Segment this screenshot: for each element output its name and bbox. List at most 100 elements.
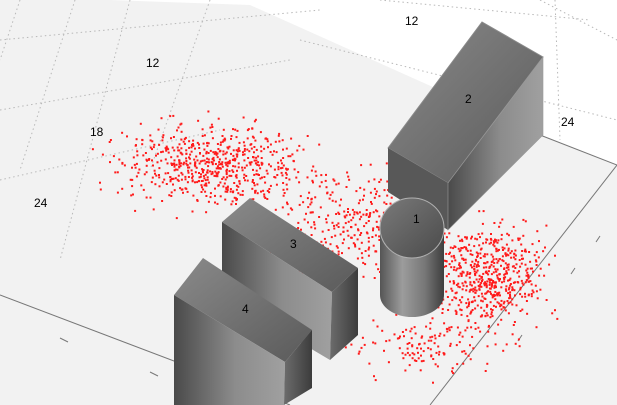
scatter-point bbox=[253, 151, 255, 154]
scatter-point bbox=[180, 188, 183, 191]
scatter-point bbox=[480, 306, 483, 309]
scatter-point bbox=[332, 178, 335, 181]
scatter-point bbox=[226, 168, 228, 171]
scatter-point bbox=[299, 195, 302, 198]
scatter-point bbox=[433, 342, 436, 345]
scatter-point bbox=[211, 158, 214, 161]
scatter-point bbox=[263, 147, 266, 150]
scatter-point bbox=[345, 214, 348, 217]
scatter-point bbox=[354, 245, 357, 248]
scatter-point bbox=[121, 131, 124, 134]
scatter-point bbox=[480, 299, 483, 302]
scatter-point bbox=[482, 210, 485, 213]
scatter-point bbox=[500, 233, 503, 236]
scatter-point bbox=[464, 258, 467, 261]
scatter-point bbox=[504, 288, 507, 291]
scatter-point bbox=[420, 336, 423, 339]
scatter-point bbox=[486, 314, 489, 317]
scatter-point bbox=[501, 246, 504, 249]
scatter-point bbox=[252, 198, 255, 201]
scatter-point bbox=[211, 172, 214, 175]
scatter-point bbox=[257, 161, 260, 164]
scatter-point bbox=[494, 294, 497, 297]
scatter-point bbox=[295, 176, 298, 179]
scatter-point bbox=[525, 269, 528, 272]
scatter-point bbox=[485, 286, 488, 289]
scatter-point bbox=[499, 305, 502, 308]
scatter-point bbox=[524, 295, 527, 298]
scatter-point bbox=[479, 257, 482, 259]
scatter-point bbox=[474, 322, 477, 324]
scatter-point bbox=[186, 164, 189, 167]
scatter-point bbox=[507, 234, 510, 237]
scatter-point bbox=[485, 266, 488, 269]
scatter-point bbox=[475, 271, 478, 274]
scatter-point bbox=[293, 168, 296, 171]
scatter-point bbox=[213, 174, 216, 177]
scatter-point bbox=[514, 294, 516, 297]
scatter-point bbox=[196, 159, 199, 162]
scatter-point bbox=[200, 180, 203, 182]
scatter-point bbox=[158, 185, 161, 188]
scatter-point bbox=[260, 145, 263, 148]
object-4-box[interactable]: 4 bbox=[174, 258, 312, 405]
scatter-point bbox=[253, 182, 255, 184]
scatter-point bbox=[360, 346, 363, 349]
scatter-point bbox=[214, 151, 217, 154]
scatter-point bbox=[282, 188, 285, 191]
scatter-point bbox=[131, 185, 134, 188]
scatter-point bbox=[208, 161, 211, 164]
scatter-point bbox=[500, 299, 503, 302]
scatter-point bbox=[383, 189, 386, 192]
scatter-point bbox=[168, 194, 171, 197]
scatter-point bbox=[121, 187, 124, 190]
scatter-point bbox=[214, 163, 217, 165]
scatter-point bbox=[492, 243, 495, 246]
scatter-point bbox=[184, 175, 187, 178]
scatter-point bbox=[197, 180, 200, 183]
object-1-cylinder[interactable]: 1 bbox=[379, 197, 445, 317]
scatter-point bbox=[333, 227, 336, 230]
scatter-point bbox=[318, 143, 321, 146]
scatter-point bbox=[185, 160, 188, 162]
scatter-point bbox=[497, 302, 500, 305]
scatter-point bbox=[468, 243, 471, 246]
scatter-point bbox=[209, 192, 212, 195]
scatter-point bbox=[467, 354, 470, 357]
scatter-point bbox=[451, 299, 454, 302]
scatter-point bbox=[379, 178, 382, 181]
scatter-point bbox=[198, 162, 201, 165]
scatter-point bbox=[280, 159, 282, 162]
scatter-point bbox=[109, 139, 112, 141]
scatter-point bbox=[378, 195, 381, 198]
scatter-point bbox=[235, 136, 238, 139]
scatter-point bbox=[463, 350, 466, 353]
scatter-point bbox=[507, 247, 510, 250]
scatter-point bbox=[142, 188, 145, 191]
scatter-point bbox=[522, 257, 524, 260]
scatter-point bbox=[193, 164, 196, 167]
scatter-point bbox=[524, 281, 527, 284]
scatter-point bbox=[448, 326, 451, 329]
scatter-point bbox=[465, 285, 468, 288]
scatter-point bbox=[456, 267, 459, 270]
scatter-point bbox=[116, 171, 119, 174]
scatter-point bbox=[406, 342, 409, 345]
scatter-point bbox=[499, 221, 502, 224]
scatter-point bbox=[310, 211, 313, 214]
scatter-point bbox=[512, 270, 515, 273]
scatter-point bbox=[356, 212, 359, 215]
scatter-point bbox=[548, 263, 551, 266]
scatter-point bbox=[506, 266, 508, 269]
scatter-point bbox=[500, 318, 503, 321]
scatter-point bbox=[343, 210, 346, 213]
scatter-point bbox=[166, 147, 169, 150]
scatter-point bbox=[228, 161, 231, 164]
scatter-point bbox=[480, 247, 483, 250]
scatter-point bbox=[358, 218, 361, 221]
scatter-point bbox=[234, 175, 237, 178]
scatter-point bbox=[423, 342, 426, 345]
scatter-point bbox=[469, 281, 472, 284]
scatter-point bbox=[273, 176, 276, 178]
